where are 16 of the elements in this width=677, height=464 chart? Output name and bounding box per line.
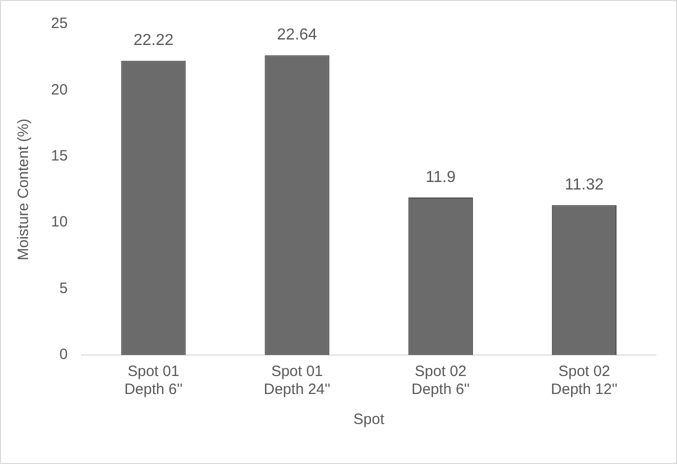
x-tick-label: Spot 01 Depth 24'': [264, 363, 330, 398]
data-label: 11.32: [564, 176, 604, 194]
x-tick-label: Spot 02 Depth 6'': [412, 363, 470, 398]
x-tick-label: Spot 01 Depth 6'': [124, 363, 183, 398]
y-tick-label: 0: [59, 346, 68, 364]
y-tick-label: 10: [50, 214, 68, 231]
data-label: 22.22: [133, 32, 174, 50]
y-tick-label: 5: [59, 280, 68, 297]
y-tick-label: 15: [50, 148, 68, 165]
data-label: 11.9: [426, 168, 456, 186]
x-axis-title: Spot: [353, 411, 386, 428]
y-axis-title: Moisture Content (%): [15, 118, 32, 260]
y-tick-label: 25: [50, 15, 68, 32]
data-label: 22.64: [277, 26, 318, 44]
y-tick-label: 20: [50, 81, 68, 98]
x-tick-label: Spot 02 Depth 12'': [550, 363, 618, 398]
